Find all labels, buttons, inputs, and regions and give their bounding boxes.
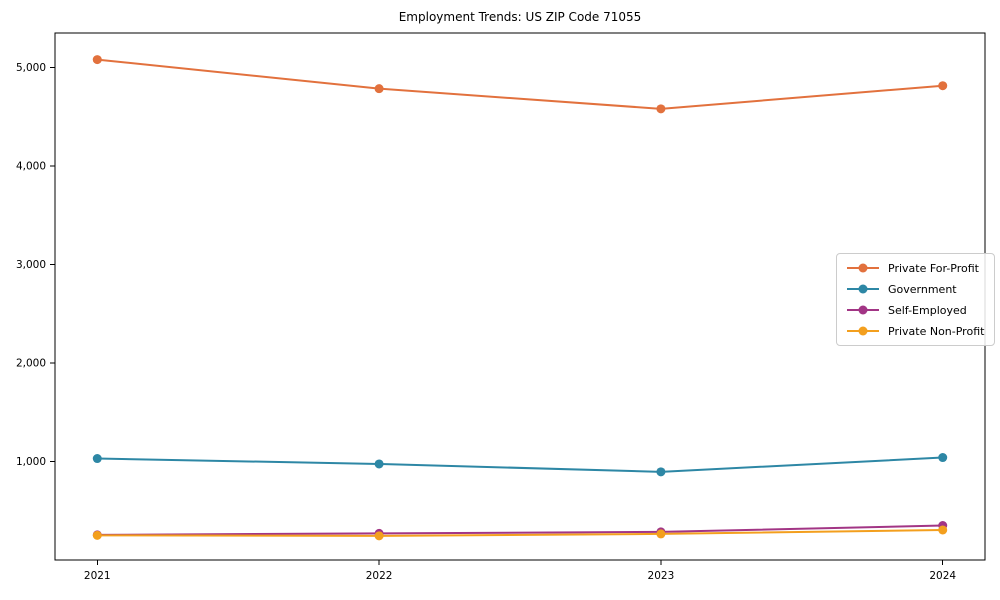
legend-line-marker-icon bbox=[847, 305, 879, 315]
series-line bbox=[96, 528, 944, 537]
data-point-marker bbox=[92, 454, 102, 464]
data-point-marker bbox=[938, 525, 948, 535]
x-tick-label: 2022 bbox=[366, 570, 393, 582]
y-tick-label: 2,000 bbox=[16, 358, 46, 370]
x-tick-label: 2024 bbox=[929, 570, 956, 582]
x-tick-label: 2023 bbox=[648, 570, 675, 582]
legend-item: Private Non-Profit bbox=[846, 324, 984, 338]
y-tick-label: 3,000 bbox=[16, 259, 46, 271]
legend-item: Self-Employed bbox=[846, 303, 984, 317]
data-point-marker bbox=[374, 459, 384, 469]
legend-line-marker-icon bbox=[847, 326, 879, 336]
x-tick-label: 2021 bbox=[84, 570, 111, 582]
series-line bbox=[96, 58, 944, 110]
data-point-marker bbox=[374, 531, 384, 541]
legend-label: Self-Employed bbox=[888, 303, 967, 317]
chart-title: Employment Trends: US ZIP Code 71055 bbox=[398, 10, 642, 24]
legend-label: Private For-Profit bbox=[888, 261, 979, 275]
legend-label: Government bbox=[888, 282, 957, 296]
data-point-marker bbox=[92, 55, 102, 65]
data-point-marker bbox=[938, 81, 948, 91]
legend-item: Private For-Profit bbox=[846, 261, 984, 275]
y-tick-label: 4,000 bbox=[16, 161, 46, 173]
data-point-marker bbox=[938, 453, 948, 463]
y-tick-label: 5,000 bbox=[16, 62, 46, 74]
data-point-marker bbox=[656, 529, 666, 539]
data-point-marker bbox=[92, 530, 102, 540]
legend-item: Government bbox=[846, 282, 984, 296]
series-line bbox=[96, 456, 944, 473]
data-point-marker bbox=[656, 467, 666, 477]
data-point-marker bbox=[656, 104, 666, 114]
legend: Private For-Profit Government Self-Employe… bbox=[836, 253, 996, 346]
y-tick-label: 1,000 bbox=[16, 456, 46, 468]
legend-line-marker-icon bbox=[847, 284, 879, 294]
legend-label: Private Non-Profit bbox=[888, 324, 985, 338]
series-line bbox=[96, 524, 944, 536]
legend-line-marker-icon bbox=[847, 263, 879, 273]
data-point-marker bbox=[374, 84, 384, 94]
